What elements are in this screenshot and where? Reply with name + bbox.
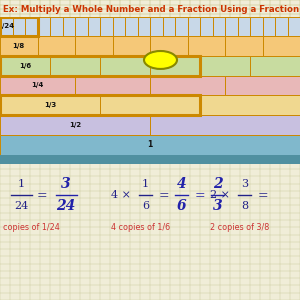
Text: 2: 2 <box>213 177 222 191</box>
Bar <box>50 16 62 36</box>
Bar <box>50 56 100 76</box>
Bar <box>188 36 225 56</box>
Bar <box>0 115 150 135</box>
Text: =: = <box>37 189 47 202</box>
Text: 1/4: 1/4 <box>31 82 44 88</box>
Bar <box>225 16 238 36</box>
Text: 1: 1 <box>17 179 25 189</box>
Text: 1/6: 1/6 <box>19 63 31 69</box>
Bar <box>0 16 13 36</box>
Bar <box>188 16 200 36</box>
Text: 1: 1 <box>142 179 149 189</box>
Bar <box>0 56 200 76</box>
Text: 24: 24 <box>14 201 28 211</box>
Text: 3: 3 <box>241 179 248 189</box>
Bar <box>225 76 300 95</box>
Bar <box>150 16 163 36</box>
Bar <box>38 36 75 56</box>
Bar <box>13 16 25 36</box>
Bar <box>0 95 200 115</box>
Bar <box>175 16 188 36</box>
Bar <box>200 16 212 36</box>
Bar <box>0 154 300 164</box>
Bar <box>150 36 188 56</box>
Bar <box>163 16 175 36</box>
Bar <box>75 36 112 56</box>
Text: =: = <box>158 189 169 202</box>
Text: 3: 3 <box>213 199 222 213</box>
Text: 6: 6 <box>177 199 186 213</box>
Bar <box>250 56 300 76</box>
Bar <box>200 95 300 115</box>
Text: Ex: Multiply a Whole Number and a Fraction Using a Fraction Wall: Ex: Multiply a Whole Number and a Fracti… <box>3 4 300 14</box>
Text: 2 ×: 2 × <box>210 190 230 200</box>
Bar <box>0 95 100 115</box>
Bar <box>275 16 287 36</box>
Bar <box>0 16 38 36</box>
Bar <box>250 16 262 36</box>
Bar <box>287 16 300 36</box>
Bar <box>75 16 88 36</box>
Text: 2 copies of 3/8: 2 copies of 3/8 <box>210 223 269 232</box>
Bar <box>238 16 250 36</box>
Bar <box>0 56 50 76</box>
Text: 1/24: 1/24 <box>0 23 15 29</box>
Text: 8: 8 <box>241 201 248 211</box>
Text: 6: 6 <box>142 201 149 211</box>
Text: 4 ×: 4 × <box>111 190 131 200</box>
Bar <box>125 16 137 36</box>
Bar <box>38 16 50 36</box>
Bar <box>0 36 38 56</box>
Bar <box>0 135 300 155</box>
Bar <box>62 16 75 36</box>
Text: 4 copies of 1/6: 4 copies of 1/6 <box>111 223 170 232</box>
Text: 1/2: 1/2 <box>69 122 81 128</box>
Bar <box>137 16 150 36</box>
Bar <box>88 16 100 36</box>
Text: 1/3: 1/3 <box>44 102 56 108</box>
Bar <box>212 16 225 36</box>
Text: 3: 3 <box>61 177 71 191</box>
Text: 24: 24 <box>56 199 76 213</box>
Bar <box>100 95 200 115</box>
Text: =: = <box>257 189 268 202</box>
Bar <box>150 115 300 135</box>
Bar <box>25 16 38 36</box>
Bar <box>225 36 262 56</box>
Bar <box>150 76 225 95</box>
Text: =: = <box>194 189 205 202</box>
Text: 1/8: 1/8 <box>13 43 25 49</box>
Bar <box>112 16 125 36</box>
Ellipse shape <box>144 51 177 69</box>
Bar <box>100 16 112 36</box>
Bar <box>200 56 250 76</box>
Bar <box>100 56 150 76</box>
Bar <box>150 56 200 76</box>
Bar <box>0 76 75 95</box>
Bar <box>262 16 275 36</box>
Bar <box>75 76 150 95</box>
Bar <box>262 36 300 56</box>
Text: 1: 1 <box>147 140 153 149</box>
Bar <box>112 36 150 56</box>
Text: copies of 1/24: copies of 1/24 <box>3 223 60 232</box>
Text: 4: 4 <box>177 177 186 191</box>
